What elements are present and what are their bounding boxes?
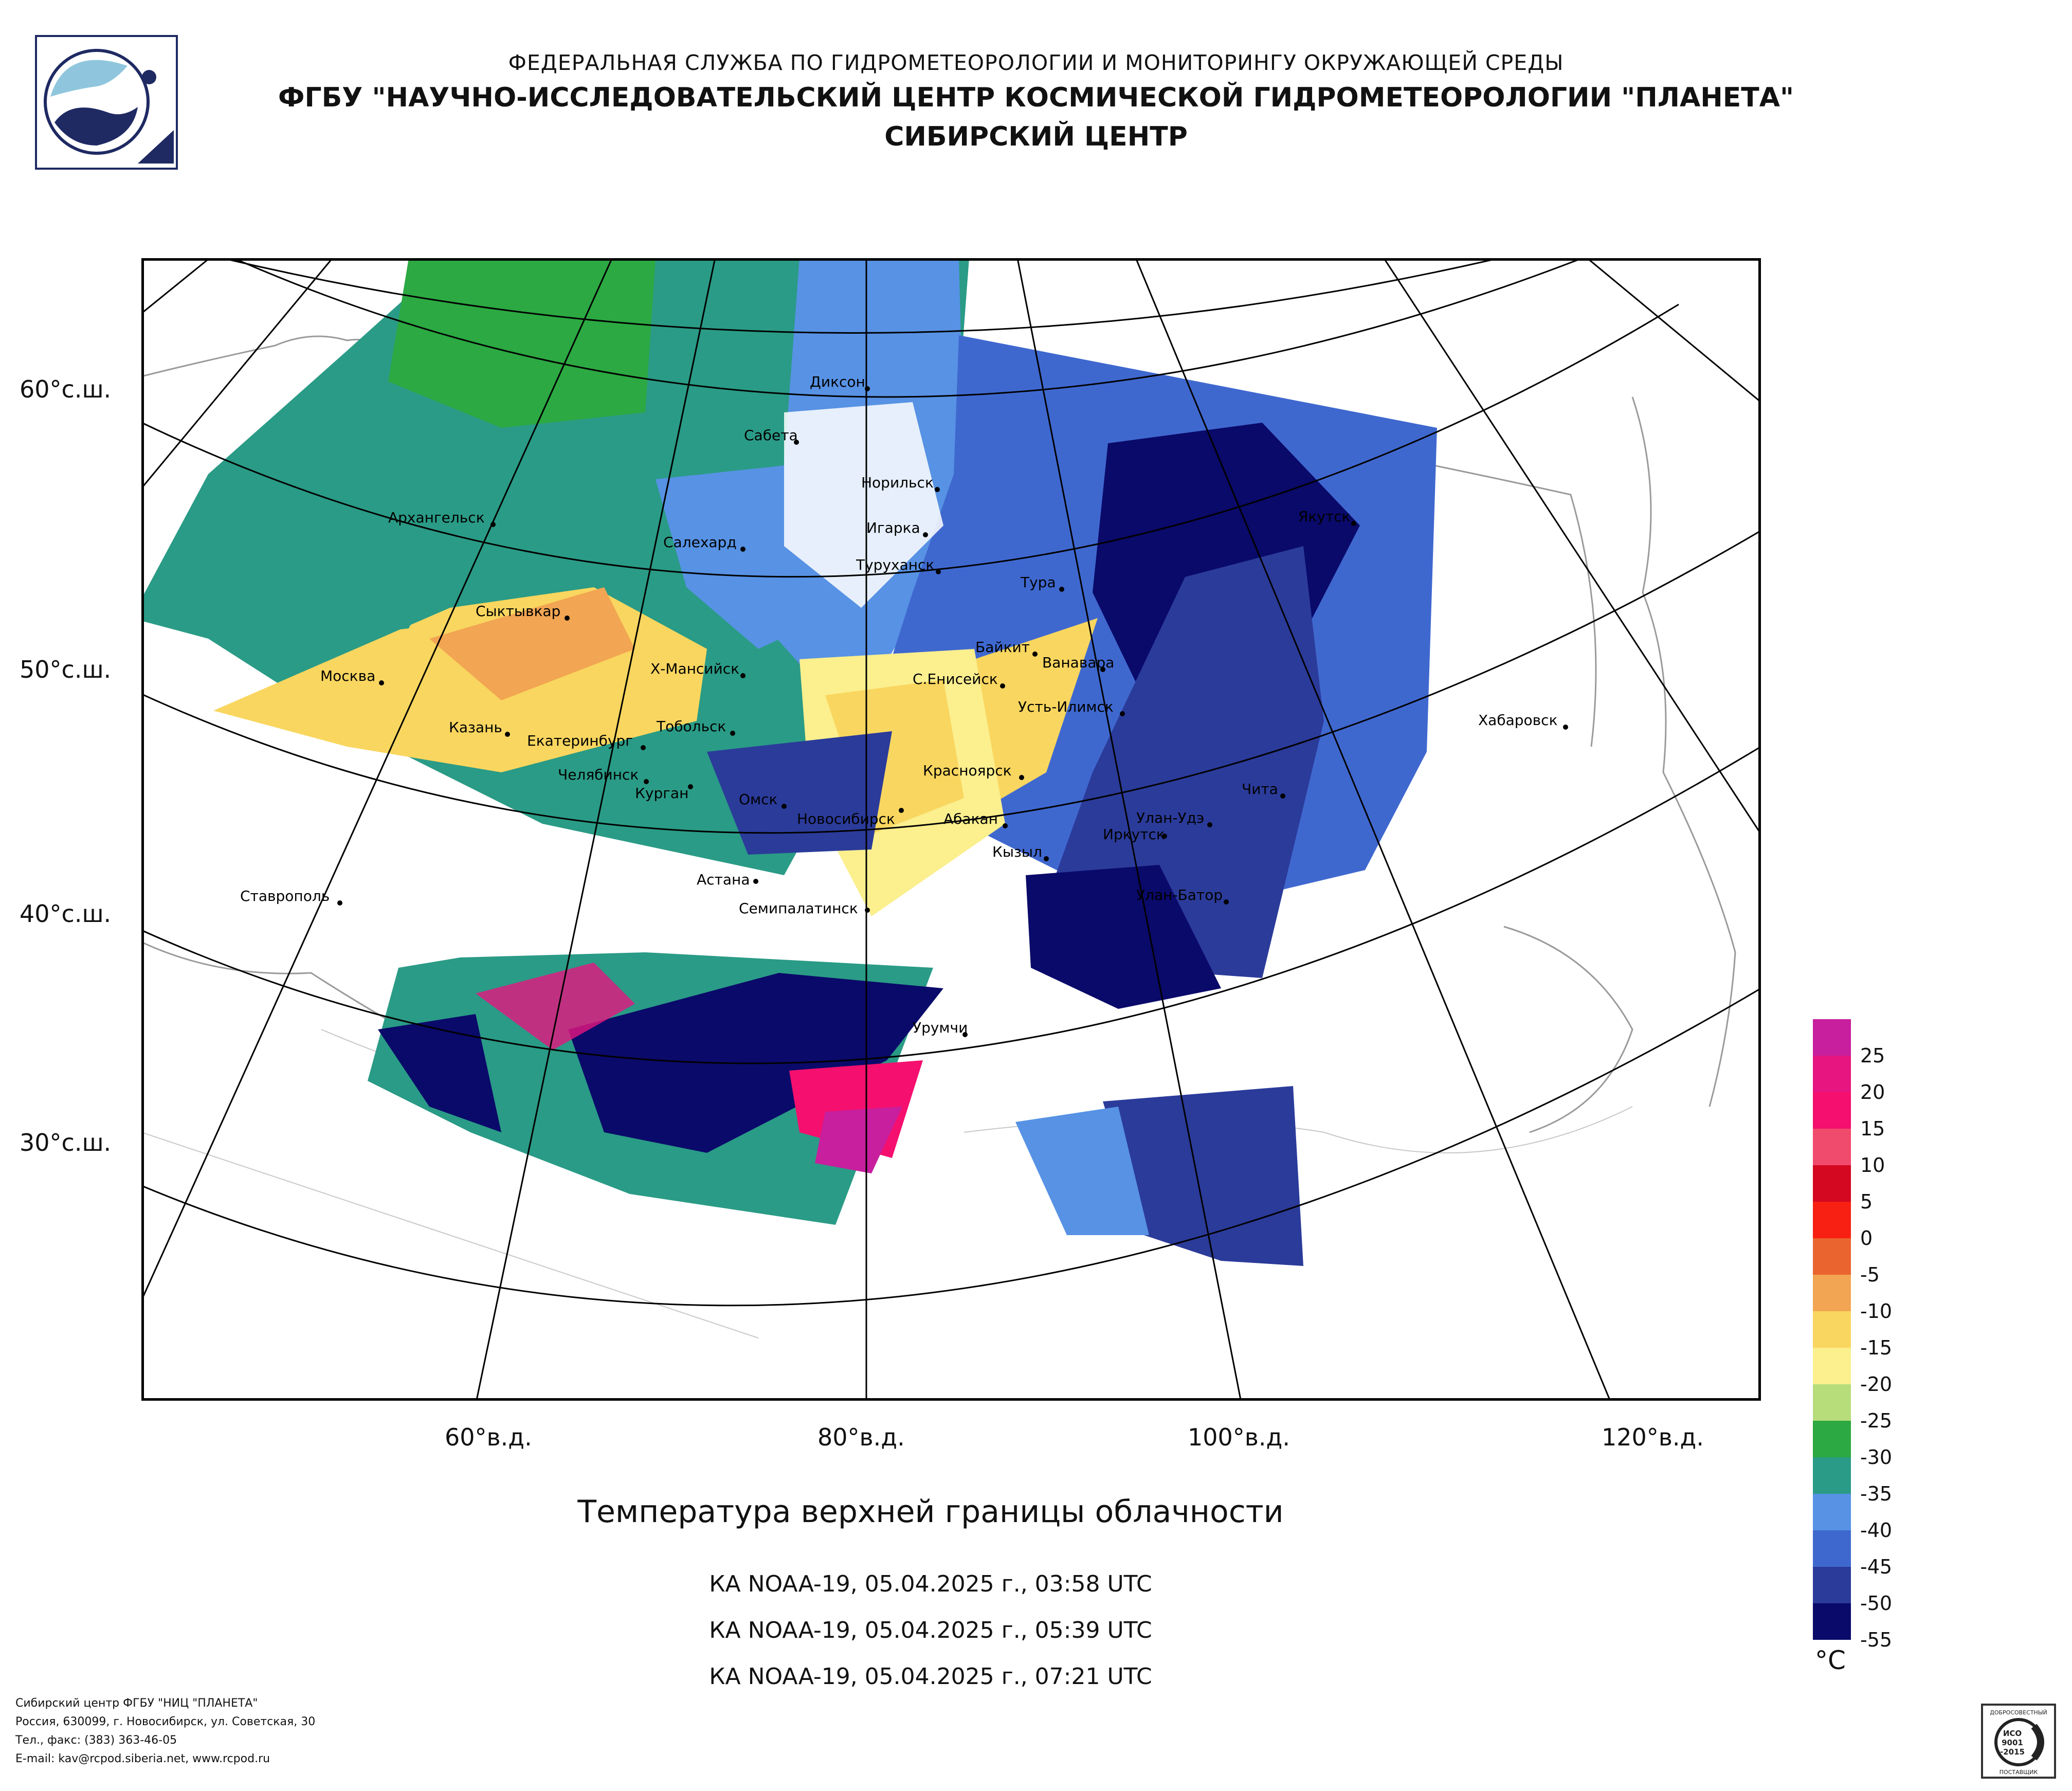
svg-text:-2015: -2015 — [2000, 1747, 2025, 1757]
footer-org: Сибирский центр ФГБУ "НИЦ "ПЛАНЕТА" — [15, 1697, 258, 1710]
svg-text:ПОСТАВЩИК: ПОСТАВЩИК — [2000, 1769, 2038, 1776]
planeta-logo — [35, 35, 178, 170]
legend-swatch — [1813, 1348, 1851, 1384]
legend-swatch — [1813, 1165, 1851, 1202]
legend-swatch — [1813, 1530, 1851, 1567]
legend-value: 20 — [1860, 1081, 1885, 1103]
legend-value: 15 — [1860, 1117, 1885, 1140]
city-igarka: Игарка — [866, 519, 920, 536]
legend-value: -20 — [1860, 1373, 1893, 1396]
cloud-top-temperature-map: Диксон Сабета Норильск Архангельск Игарк… — [141, 258, 1761, 1401]
city-ust-ilimsk: Усть-Илимск — [1018, 698, 1114, 715]
map-frame — [141, 258, 1761, 1401]
legend-swatch — [1813, 1457, 1851, 1494]
city-urumqi: Урумчи — [913, 1019, 968, 1036]
legend-swatch — [1813, 1238, 1851, 1275]
city-turukhansk: Туруханск — [856, 556, 934, 573]
city-yakutsk: Якутск — [1298, 508, 1351, 525]
center-title: СИБИРСКИЙ ЦЕНТР — [884, 121, 1188, 152]
iso-certificate-badge: ДОБРОСОВЕСТНЫЙ ИСО 9001 -2015 ПОСТАВЩИК — [1981, 1704, 2056, 1779]
svg-text:ИСО: ИСО — [2003, 1729, 2022, 1738]
lon-label-80: 80°в.д. — [817, 1423, 905, 1451]
lon-label-60: 60°в.д. — [445, 1423, 532, 1451]
legend-value: 5 — [1860, 1190, 1873, 1213]
city-yekaterinburg: Екатеринбург — [527, 732, 633, 749]
city-syktyvkar: Сыктывкар — [476, 603, 560, 620]
city-kurgan: Курган — [635, 785, 688, 802]
city-kyzyl: Кызыл — [992, 843, 1042, 860]
lat-label-40: 40°с.ш. — [20, 900, 112, 928]
city-sabeta: Сабета — [744, 427, 798, 444]
legend-swatch — [1813, 1384, 1851, 1421]
city-dikson: Диксон — [810, 373, 865, 390]
legend-swatch — [1813, 1567, 1851, 1603]
legend-value: 25 — [1860, 1044, 1885, 1067]
city-kazan: Казань — [449, 719, 502, 736]
institute-title: ФГБУ "НАУЧНО-ИССЛЕДОВАТЕЛЬСКИЙ ЦЕНТР КОС… — [278, 82, 1794, 113]
footer-email: E-mail: kav@rcpod.siberia.net, www.rcpod… — [15, 1752, 270, 1765]
city-stavropol: Ставрополь — [240, 888, 330, 904]
lon-label-120: 120°в.д. — [1602, 1423, 1704, 1451]
legend-value: -30 — [1860, 1446, 1893, 1469]
legend-value: -50 — [1860, 1592, 1893, 1615]
legend-swatch — [1813, 1092, 1851, 1129]
lat-label-60: 60°с.ш. — [20, 375, 112, 403]
legend-value: -25 — [1860, 1409, 1893, 1432]
legend-swatch — [1813, 1129, 1851, 1165]
legend-value: -5 — [1860, 1263, 1880, 1286]
lat-label-50: 50°с.ш. — [20, 656, 112, 683]
svg-text:9001: 9001 — [2002, 1738, 2023, 1747]
svg-text:ДОБРОСОВЕСТНЫЙ: ДОБРОСОВЕСТНЫЙ — [1990, 1709, 2047, 1716]
legend-swatch — [1813, 1202, 1851, 1238]
pass-3: КА NOAA-19, 05.04.2025 г., 07:21 UTC — [709, 1663, 1152, 1690]
city-novosibirsk: Новосибирск — [797, 810, 895, 827]
legend-value: -10 — [1860, 1300, 1893, 1323]
legend-value: -45 — [1860, 1555, 1893, 1578]
city-omsk: Омск — [739, 791, 777, 808]
city-irkutsk: Иркутск — [1103, 826, 1165, 843]
footer-phone: Тел., факс: (383) 363-46-05 — [15, 1734, 177, 1747]
city-s-yeniseysk: С.Енисейск — [913, 671, 998, 688]
legend-swatch — [1813, 1603, 1851, 1640]
legend-swatch — [1813, 1056, 1851, 1092]
city-moscow: Москва — [320, 667, 375, 684]
legend-value: -40 — [1860, 1519, 1893, 1542]
city-baykit: Байкит — [975, 639, 1030, 656]
city-vanavara: Ванавара — [1042, 654, 1114, 671]
city-ulaanbaatar: Улан-Батор — [1136, 887, 1223, 903]
pass-2: КА NOAA-19, 05.04.2025 г., 05:39 UTC — [709, 1617, 1152, 1643]
lon-label-100: 100°в.д. — [1188, 1423, 1290, 1451]
city-tura: Тура — [1020, 574, 1056, 591]
lat-label-30: 30°с.ш. — [20, 1129, 112, 1156]
city-abakan: Абакан — [943, 810, 998, 827]
city-chita: Чита — [1242, 781, 1278, 798]
legend-value: -15 — [1860, 1336, 1893, 1359]
city-krasnoyarsk: Красноярск — [923, 762, 1012, 779]
pass-1: КА NOAA-19, 05.04.2025 г., 03:58 UTC — [709, 1571, 1152, 1597]
footer-address: Россия, 630099, г. Новосибирск, ул. Сове… — [15, 1715, 316, 1728]
city-khanty-mansiysk: Х-Мансийск — [650, 660, 739, 677]
legend-swatch — [1813, 1275, 1851, 1311]
legend-value: -55 — [1860, 1629, 1893, 1651]
legend-value: 0 — [1860, 1227, 1873, 1250]
city-salekhard: Салехард — [663, 534, 737, 551]
legend-swatch — [1813, 1311, 1851, 1348]
temperature-legend — [1813, 1019, 1851, 1640]
city-astana: Астана — [697, 871, 750, 888]
city-ulan-ude: Улан-Удэ — [1136, 809, 1204, 826]
legend-swatch — [1813, 1494, 1851, 1530]
city-norilsk: Норильск — [861, 474, 934, 491]
city-arkhangelsk: Архангельск — [388, 509, 485, 526]
legend-value: 10 — [1860, 1154, 1885, 1177]
map-title: Температура верхней границы облачности — [577, 1494, 1284, 1530]
legend-unit: °C — [1815, 1645, 1846, 1675]
legend-swatch — [1813, 1019, 1851, 1056]
city-semipalatinsk: Семипалатинск — [739, 900, 858, 917]
city-tobolsk: Тобольск — [656, 718, 726, 735]
agency-title: ФЕДЕРАЛЬНАЯ СЛУЖБА ПО ГИДРОМЕТЕОРОЛОГИИ … — [508, 50, 1564, 75]
legend-swatch — [1813, 1421, 1851, 1457]
legend-value: -35 — [1860, 1482, 1893, 1505]
city-khabarovsk: Хабаровск — [1478, 712, 1557, 729]
city-chelyabinsk: Челябинск — [558, 766, 639, 783]
